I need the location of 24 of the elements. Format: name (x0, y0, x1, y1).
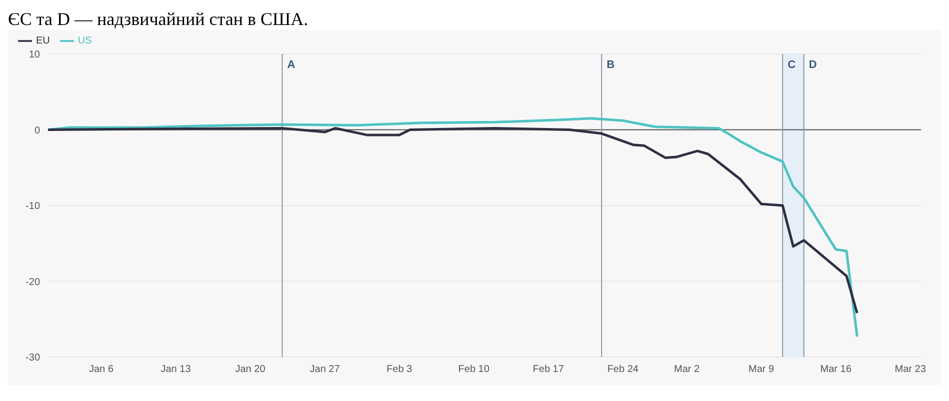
ref-line-label: C (788, 59, 796, 71)
y-tick-label: -10 (26, 201, 40, 212)
x-tick-label: Mar 9 (748, 364, 775, 376)
ref-line-label: D (808, 59, 817, 71)
x-tick-label: Feb 24 (607, 364, 639, 376)
x-tick-label: Mar 23 (894, 364, 926, 376)
x-tick-label: Mar 2 (674, 364, 700, 376)
y-tick-label: -20 (26, 276, 40, 288)
x-tick-label: Jan 13 (160, 364, 192, 376)
y-tick-label: 10 (28, 50, 40, 61)
x-tick-label: Feb 17 (532, 364, 564, 376)
x-tick-label: Jan 20 (235, 364, 266, 376)
text: ЄС та D — надзвичайний стан в США. (8, 8, 310, 30)
y-tick-label: 0 (34, 125, 40, 136)
legend-label: US (78, 36, 92, 47)
x-tick-label: Mar 16 (820, 364, 852, 376)
x-tick-label: Feb 3 (386, 364, 413, 376)
ref-line-label: A (287, 59, 296, 71)
x-tick-label: Jan 27 (310, 364, 340, 376)
y-tick-label: -30 (26, 352, 40, 364)
ref-line-label: B (606, 59, 615, 71)
x-tick-label: Feb 10 (458, 364, 490, 376)
legend-label: EU (36, 36, 50, 47)
x-tick-label: Jan 6 (88, 364, 114, 376)
